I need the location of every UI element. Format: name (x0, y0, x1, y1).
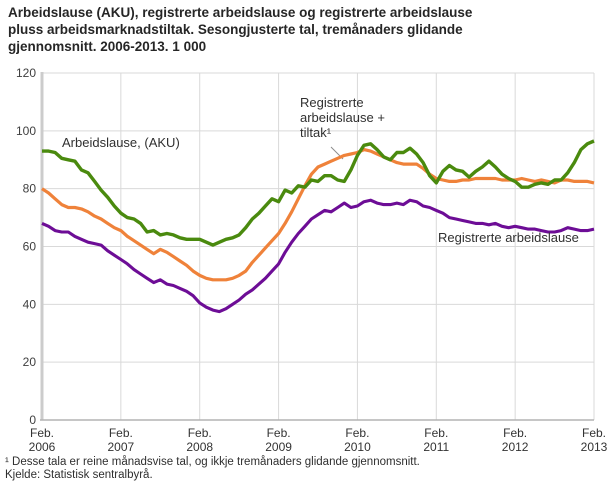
series-line-reg (41, 198, 595, 314)
y-axis-tick-label: 40 (23, 297, 37, 311)
x-axis-tick-label: Feb. 2012 (502, 426, 529, 454)
line-chart-canvas: 0 20 40 60 80 100 120 Feb. 2006 Feb. 2007 Feb. 2008 F… (16, 66, 608, 454)
x-axis-tick-label: Feb. 2008 (186, 426, 213, 454)
y-axis-tick-label: 100 (16, 124, 36, 138)
x-axis-tick-label: Feb. 2011 (423, 426, 449, 454)
footnote-definition: ¹ Desse tala er reine månadsvise tal, og… (5, 456, 420, 468)
x-axis-tick-label: Feb. 2009 (265, 426, 292, 454)
x-axis-tick-label: Feb. 2007 (108, 426, 135, 454)
x-axis-tick-label: Feb. 2013 (581, 426, 608, 454)
chart-title-line-1: Arbeidslause (AKU), registrerte arbeidsl… (8, 5, 473, 20)
chart-title: Arbeidslause (AKU), registrerte arbeidsl… (8, 4, 604, 55)
chart-title-line-2: pluss arbeidsmarknadstiltak. Sesongjuste… (8, 22, 463, 37)
chart-title-line-3: gjennomsnitt. 2006-2013. 1 000 (8, 39, 207, 54)
series-label-reg: Registrerte arbeidslause (438, 230, 579, 245)
series-line-reg_tiltak (41, 148, 595, 282)
y-axis-tick-label: 80 (23, 182, 37, 196)
y-axis-tick-label: 60 (23, 240, 37, 254)
y-axis-tick-label: 120 (16, 66, 36, 80)
y-axis-tick-label: 0 (29, 413, 36, 427)
footnote-source: Kjelde: Statistisk sentralbyrå. (5, 469, 153, 481)
y-axis-tick-label: 20 (23, 355, 37, 369)
series-label-reg-tiltak: Registrerte arbeidslause + tiltak¹ (300, 95, 385, 140)
series-line-aku (42, 139, 595, 247)
x-axis-tick-label: Feb. 2006 (29, 426, 56, 454)
series-label-aku: Arbeidslause, (AKU) (62, 135, 180, 150)
x-axis-tick-label: Feb. 2010 (344, 426, 371, 454)
